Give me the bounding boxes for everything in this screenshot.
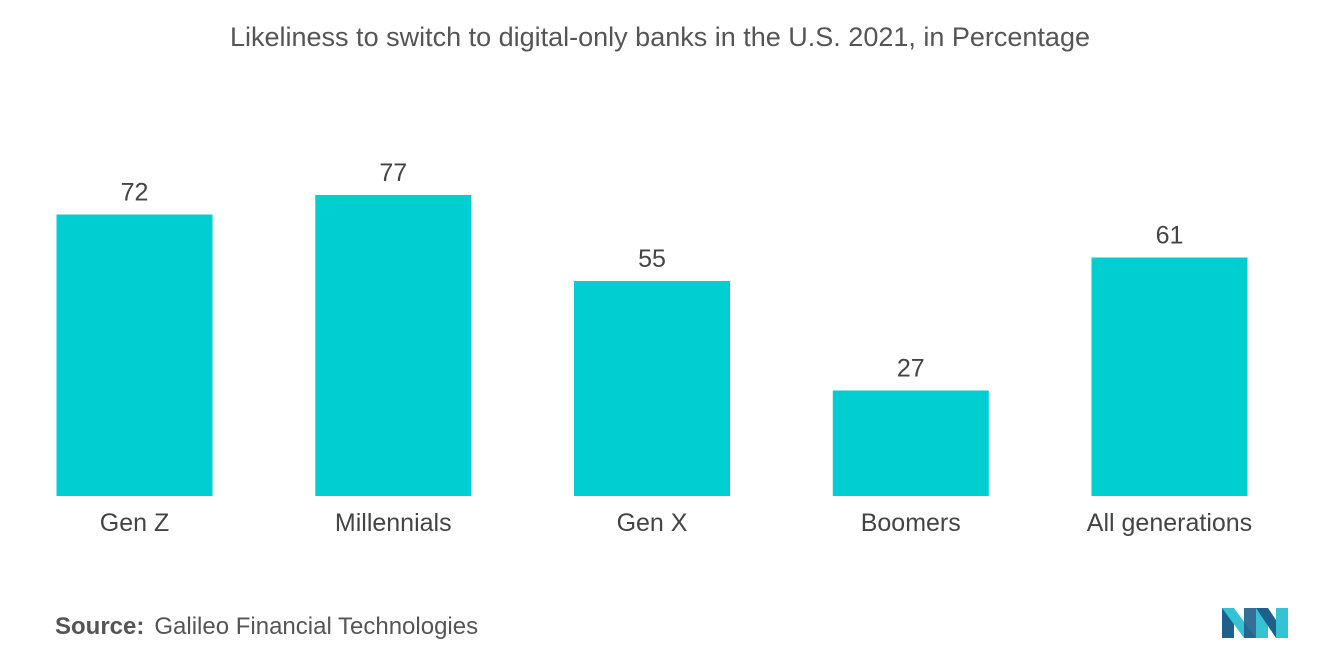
value-label: 55 — [638, 245, 666, 273]
bar-all-generations — [1091, 257, 1248, 496]
source-label: Source: — [55, 613, 145, 640]
chart-title: Likeliness to switch to digital-only ban… — [230, 22, 1090, 52]
bar-gen-z — [56, 214, 213, 496]
category-label: Gen X — [617, 509, 688, 537]
value-label: 77 — [379, 159, 407, 187]
bar-millennials — [315, 195, 472, 496]
value-label: 27 — [897, 355, 925, 383]
value-label: 61 — [1156, 222, 1184, 250]
category-label: Boomers — [861, 509, 961, 537]
source-note: Source: Galileo Financial Technologies — [55, 613, 478, 641]
category-label: Gen Z — [100, 509, 169, 537]
bar-chart: 72 Gen Z 77 Millennials 55 Gen X 27 Boomers 61 Al… — [56, 159, 1252, 537]
source-text: Galileo Financial Technologies — [154, 613, 479, 640]
bar-gen-x — [574, 281, 730, 496]
category-label: All generations — [1087, 509, 1252, 537]
value-label: 72 — [121, 179, 149, 207]
brand-logo — [1222, 608, 1288, 638]
bar-boomers — [832, 390, 989, 496]
category-label: Millennials — [335, 509, 452, 537]
